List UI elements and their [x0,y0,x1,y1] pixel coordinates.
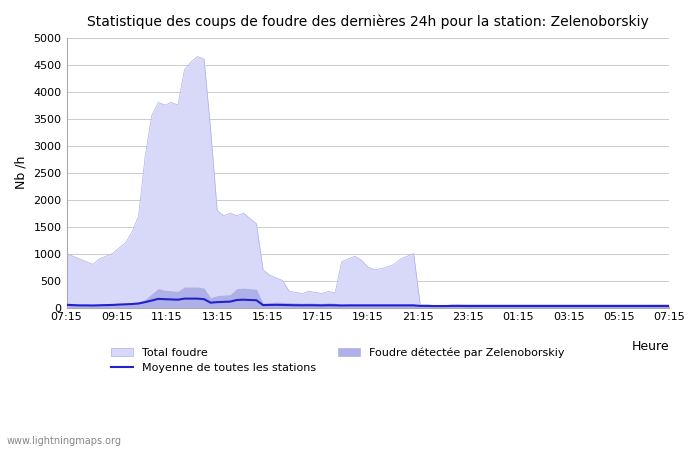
Title: Statistique des coups de foudre des dernières 24h pour la station: Zelenoborskiy: Statistique des coups de foudre des dern… [87,15,649,30]
Legend: Total foudre, Moyenne de toutes les stations, Foudre détectée par Zelenoborskiy: Total foudre, Moyenne de toutes les stat… [106,342,569,378]
Text: Heure: Heure [631,340,669,353]
Y-axis label: Nb /h: Nb /h [15,156,28,189]
Text: www.lightningmaps.org: www.lightningmaps.org [7,436,122,446]
